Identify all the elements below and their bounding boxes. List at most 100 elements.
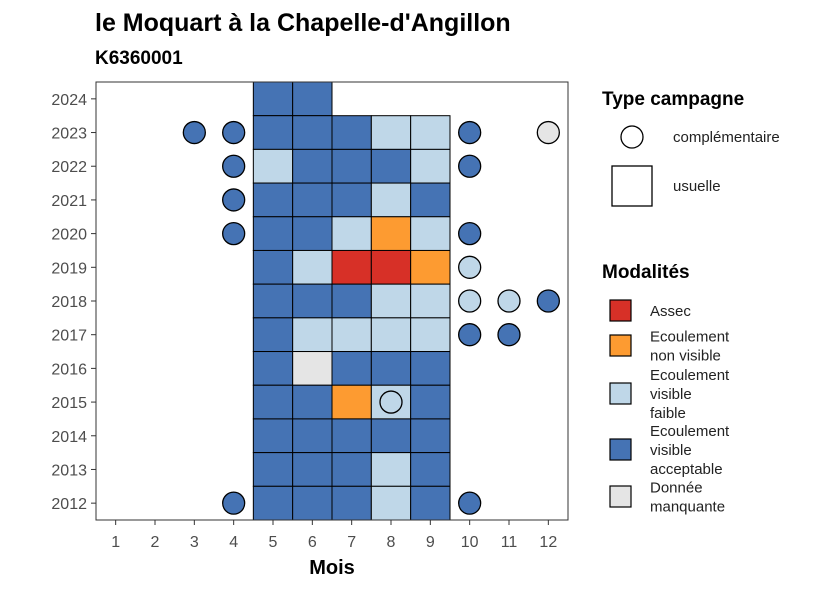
- tile-2016-9: [410, 351, 451, 386]
- tile-2015-6: [292, 384, 333, 420]
- x-tick-label: 4: [229, 534, 238, 551]
- tile-2017-5: [252, 317, 294, 353]
- tile-2014-8: [370, 418, 412, 454]
- tile-2016-5: [252, 351, 294, 386]
- y-tick-label: 2020: [51, 227, 87, 244]
- y-tick-label: 2016: [51, 361, 87, 378]
- legend-swatch: [609, 485, 632, 508]
- y-tick-label: 2013: [51, 462, 87, 479]
- point-2023-4: [222, 120, 246, 145]
- point-2017-10: [458, 323, 482, 347]
- legend-swatch: [609, 334, 632, 357]
- tile-2023-5: [252, 115, 294, 150]
- x-tick-label: 9: [426, 534, 435, 551]
- chart-subtitle: K6360001: [95, 48, 183, 69]
- legend-type-label: complémentaire: [673, 129, 780, 146]
- legend-swatch: [609, 299, 632, 322]
- x-tick-label: 10: [461, 534, 479, 551]
- legend-modalite-label: Ecoulement: [650, 367, 730, 384]
- tile-2017-6: [292, 317, 333, 353]
- point-2022-4: [222, 154, 246, 178]
- tile-2013-8: [370, 452, 412, 487]
- point-2017-11: [497, 323, 521, 347]
- legend-modalite-label: Donnée: [650, 480, 703, 497]
- tile-2012-6: [292, 485, 333, 521]
- point-2019-10: [458, 255, 482, 279]
- tile-2012-7: [331, 485, 372, 521]
- tile-2012-9: [410, 485, 451, 521]
- tile-2022-7: [331, 148, 372, 184]
- point-2018-11: [497, 289, 521, 313]
- point-2012-4: [222, 491, 246, 515]
- y-tick-label: 2018: [51, 294, 87, 311]
- x-tick-label: 5: [269, 534, 278, 551]
- tile-2014-5: [252, 418, 294, 454]
- tile-2023-6: [292, 115, 333, 150]
- tile-2012-5: [252, 485, 294, 521]
- tile-2015-5: [252, 384, 294, 420]
- point-2015-8: [379, 390, 403, 414]
- tile-2021-8: [370, 182, 412, 218]
- x-tick-label: 1: [111, 534, 120, 551]
- tile-2020-5: [252, 216, 294, 251]
- legend-modalite-label: faible: [650, 405, 686, 422]
- tile-2018-5: [252, 283, 294, 319]
- chart-title: le Moquart à la Chapelle-d'Angillon: [95, 9, 511, 37]
- point-2018-10: [458, 289, 482, 313]
- legend-modalite-label: Ecoulement: [650, 423, 730, 440]
- tile-2017-7: [331, 317, 372, 353]
- legend-modalite-label: manquante: [650, 499, 725, 516]
- tile-2023-8: [370, 115, 412, 150]
- tile-2022-5: [252, 148, 294, 184]
- point-2020-10: [458, 221, 482, 246]
- tile-2019-5: [252, 249, 294, 285]
- tile-2014-9: [410, 418, 451, 454]
- tile-2020-8: [370, 216, 412, 251]
- tile-2024-5: [252, 81, 294, 117]
- tile-2022-8: [370, 148, 412, 184]
- legend-square-key: [611, 165, 653, 207]
- y-tick-label: 2015: [51, 395, 87, 412]
- point-2021-4: [222, 188, 246, 212]
- x-tick-label: 11: [501, 534, 518, 551]
- legend-modalite-label: non visible: [650, 348, 721, 365]
- tile-2019-6: [292, 249, 333, 285]
- x-tick-label: 7: [347, 534, 356, 551]
- tile-2020-6: [292, 216, 333, 251]
- y-tick-label: 2021: [51, 193, 87, 210]
- tile-2015-9: [410, 384, 451, 420]
- tile-2018-8: [370, 283, 412, 319]
- y-axis: 2012 2013 2014 2015 2016 2017 2018 2019 2020 2021…: [51, 92, 96, 513]
- legend-modalite-label: Assec: [650, 303, 691, 320]
- tile-2024-6: [292, 81, 333, 117]
- legend-modalite-label: Ecoulement: [650, 329, 730, 346]
- x-tick-label: 6: [308, 534, 317, 551]
- legend: Type campagne complémentaire usuelle Moda…: [602, 89, 780, 516]
- point-2023-3: [182, 120, 206, 145]
- legend-swatch: [609, 438, 632, 461]
- tile-2021-9: [410, 182, 451, 218]
- usuelle-tiles: [252, 81, 451, 521]
- legend-modalite-label: visible: [650, 386, 692, 403]
- y-tick-label: 2019: [51, 260, 87, 277]
- point-2012-10: [458, 491, 482, 515]
- tile-2014-7: [331, 418, 372, 454]
- y-tick-label: 2022: [51, 159, 87, 176]
- tile-2021-6: [292, 182, 333, 218]
- x-axis: 1 2 3 4 5 6 7 8 9 10 11 12: [111, 520, 557, 551]
- tile-2016-7: [331, 351, 372, 386]
- tile-2017-8: [370, 317, 412, 353]
- x-axis-title: Mois: [309, 557, 355, 579]
- legend-type-title: Type campagne: [602, 89, 744, 110]
- legend-modalite-label: visible: [650, 442, 692, 459]
- tile-2019-8: [370, 249, 412, 285]
- tile-2021-7: [331, 182, 372, 218]
- x-tick-label: 8: [387, 534, 396, 551]
- tile-2019-7: [331, 249, 372, 285]
- tile-2013-6: [292, 452, 333, 487]
- tile-2018-6: [292, 283, 333, 319]
- point-2022-10: [458, 154, 482, 178]
- legend-modalites-title: Modalités: [602, 262, 690, 283]
- plot-border: [95, 81, 569, 521]
